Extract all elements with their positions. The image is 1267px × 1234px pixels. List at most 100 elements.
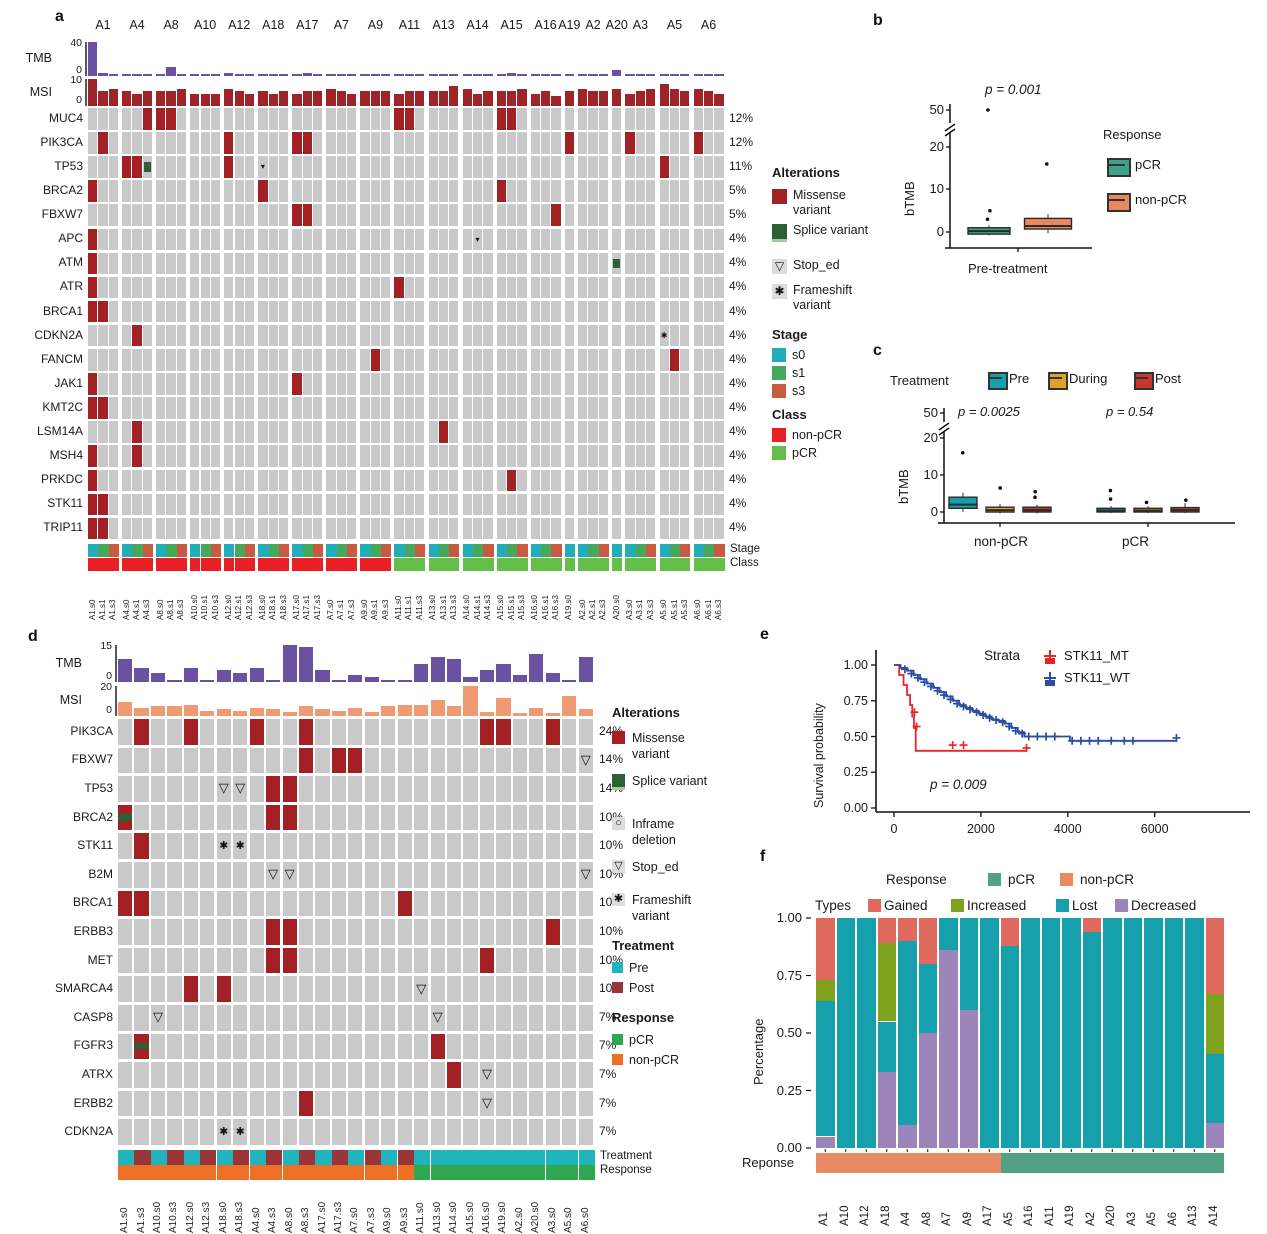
- column-label: A8.s3: [300, 1183, 314, 1233]
- oncoprint-cell: [546, 833, 560, 859]
- oncoprint-cell: [166, 253, 175, 275]
- oncoprint-cell: [513, 1119, 527, 1145]
- oncoprint-cell: [480, 891, 494, 917]
- class-cell: [381, 558, 391, 571]
- stage-cell: [714, 544, 724, 557]
- msi-bar: [360, 91, 369, 106]
- oncoprint-cell: [463, 805, 477, 831]
- oncoprint-cell: [299, 1034, 313, 1060]
- oncoprint-cell: [360, 470, 369, 492]
- oncoprint-cell: [447, 805, 461, 831]
- oncoprint-cell: [531, 445, 540, 467]
- oncoprint-cell: [704, 156, 713, 178]
- oncoprint-cell: [483, 108, 492, 130]
- stack-segment: [919, 918, 938, 964]
- oncoprint-cell: [612, 325, 621, 347]
- oncoprint-cell: [109, 421, 118, 443]
- oncoprint-cell: [326, 518, 335, 540]
- oncoprint-cell: [250, 1005, 264, 1031]
- oncoprint-cell: [190, 421, 199, 443]
- gene-pct: 4%: [729, 329, 746, 343]
- oncoprint-cell: [449, 132, 458, 154]
- oncoprint-cell: [398, 1005, 412, 1031]
- oncoprint-cell: [211, 373, 220, 395]
- oncoprint-cell: [562, 833, 576, 859]
- oncoprint-cell: [405, 349, 414, 371]
- oncoprint-cell: [588, 229, 597, 251]
- oncoprint-cell: [463, 325, 472, 347]
- oncoprint-cell: [704, 229, 713, 251]
- oncoprint-cell: [447, 919, 461, 945]
- oncoprint-cell: [599, 253, 608, 275]
- treatment-cell: [381, 1150, 397, 1165]
- stack-segment: [898, 1125, 917, 1148]
- oncoprint-cell: [134, 719, 148, 745]
- oncoprint-cell: [612, 156, 621, 178]
- oncoprint-cell: [190, 397, 199, 419]
- oncoprint-cell: [507, 108, 516, 130]
- oncoprint-cell: [217, 805, 231, 831]
- oncoprint-cell: [381, 805, 395, 831]
- msi-bar: [529, 708, 543, 716]
- tmb-bar: [541, 74, 550, 76]
- oncoprint-cell: [122, 108, 131, 130]
- oncoprint-cell: [167, 919, 181, 945]
- oncoprint-cell: [245, 445, 254, 467]
- tmb-bar: [429, 74, 438, 76]
- oncoprint-cell: [660, 132, 669, 154]
- oncoprint-cell: [313, 421, 322, 443]
- oncoprint-cell: [578, 277, 587, 299]
- class-cell: [636, 558, 646, 571]
- oncoprint-cell: [122, 301, 131, 323]
- oncoprint-cell: [122, 445, 131, 467]
- oncoprint-cell: [578, 373, 587, 395]
- tmb-bar: [132, 74, 141, 76]
- oncoprint-cell: [211, 301, 220, 323]
- oncoprint-cell: [166, 229, 175, 251]
- oncoprint-cell: [431, 833, 445, 859]
- oncoprint-cell: [190, 156, 199, 178]
- oncoprint-cell: [394, 156, 403, 178]
- oncoprint-cell: [132, 445, 141, 467]
- oncoprint-cell: [292, 325, 301, 347]
- oncoprint-cell: [599, 373, 608, 395]
- oncoprint-cell: [337, 301, 346, 323]
- msi-bar: [398, 705, 412, 716]
- oncoprint-cell: [167, 1091, 181, 1117]
- oncoprint-cell: [211, 349, 220, 371]
- frameshift-legend-swatch: ✱: [772, 284, 787, 299]
- track-label: MSI: [12, 85, 52, 99]
- oncoprint-cell: [513, 833, 527, 859]
- tmb-bar: [394, 74, 403, 76]
- legend-item-label: Splice variant: [632, 773, 712, 789]
- oncoprint-cell: [134, 805, 148, 831]
- msi-bar: [233, 711, 247, 716]
- class-cell: [578, 558, 588, 571]
- oncoprint-cell: [646, 373, 655, 395]
- response-cell: [579, 1165, 595, 1180]
- stack-segment: [1206, 918, 1225, 994]
- tmb-bar: [646, 74, 655, 76]
- oncoprint-cell: [332, 1119, 346, 1145]
- oncoprint-cell: [371, 204, 380, 226]
- oncoprint-cell: [190, 518, 199, 540]
- oncoprint-cell: [405, 108, 414, 130]
- oncoprint-cell: [200, 1091, 214, 1117]
- oncoprint-cell: [88, 445, 97, 467]
- oncoprint-cell: [166, 325, 175, 347]
- oncoprint-cell: [497, 108, 506, 130]
- oncoprint-cell: [578, 301, 587, 323]
- oncoprint-cell: [507, 349, 516, 371]
- y-tick-label: 0.75: [768, 969, 802, 984]
- oncoprint-cell: [704, 494, 713, 516]
- oncoprint-cell: [365, 1034, 379, 1060]
- oncoprint-cell: [507, 229, 516, 251]
- tmb-bar: [439, 74, 448, 76]
- oncoprint-cell: [200, 748, 214, 774]
- msi-bar: [326, 89, 335, 106]
- tmb-bar: [118, 659, 132, 682]
- class-cell: [132, 558, 142, 571]
- oncoprint-cell: [200, 833, 214, 859]
- oncoprint-cell: [315, 1005, 329, 1031]
- oncoprint-cell: [394, 277, 403, 299]
